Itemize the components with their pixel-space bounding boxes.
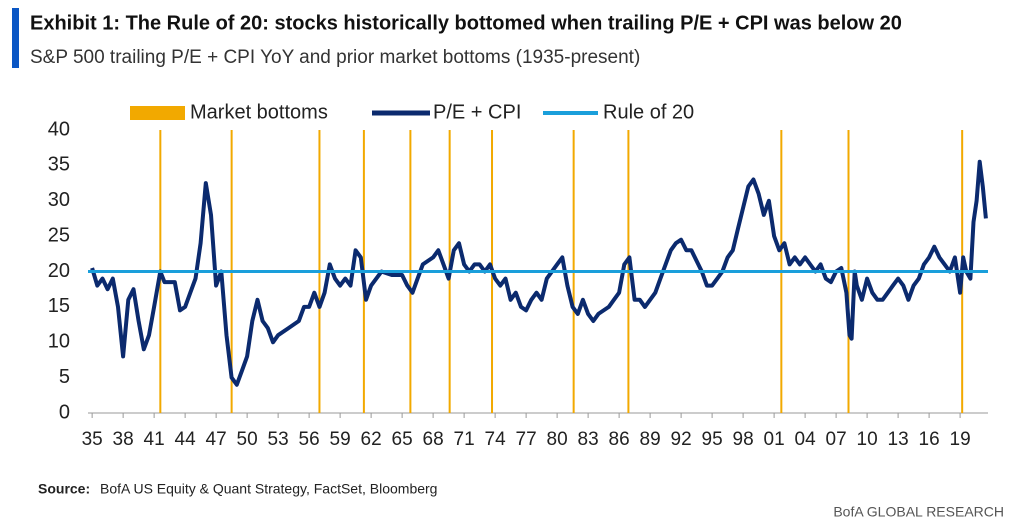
legend-label: Market bottoms (190, 101, 328, 123)
x-tick-label: 74 (485, 429, 507, 450)
x-tick-label: 50 (237, 429, 258, 450)
legend-swatch (130, 106, 185, 120)
chart-title: Exhibit 1: The Rule of 20: stocks histor… (30, 12, 902, 34)
legend-label: Rule of 20 (603, 101, 694, 123)
x-tick-label: 92 (671, 429, 692, 450)
y-tick-label: 5 (59, 366, 70, 388)
x-tick-label: 35 (82, 429, 103, 450)
x-tick-label: 53 (268, 429, 289, 450)
y-tick-label: 40 (48, 118, 70, 140)
x-tick-label: 47 (206, 429, 227, 450)
credit: BofA GLOBAL RESEARCH (833, 504, 1004, 520)
y-tick-label: 20 (48, 260, 70, 282)
x-tick-label: 98 (733, 429, 754, 450)
x-tick-label: 89 (640, 429, 661, 450)
legend-label: P/E + CPI (433, 101, 521, 123)
pe-cpi-line (90, 159, 988, 387)
x-tick-label: 59 (330, 429, 351, 450)
title-accent (12, 8, 19, 68)
x-tick-label: 77 (516, 429, 537, 450)
x-tick-label: 65 (392, 429, 413, 450)
chart-subtitle: S&P 500 trailing P/E + CPI YoY and prior… (30, 47, 640, 68)
x-tick-label: 13 (888, 429, 909, 450)
source: BofA US Equity & Quant Strategy, FactSet… (100, 481, 437, 497)
y-tick-label: 0 (59, 401, 70, 423)
x-tick-label: 16 (919, 429, 940, 450)
x-tick-label: 04 (795, 429, 817, 450)
y-tick-label: 30 (48, 189, 70, 211)
x-tick-label: 68 (423, 429, 444, 450)
x-tick-label: 56 (299, 429, 320, 450)
x-tick-label: 71 (454, 429, 475, 450)
y-tick-label: 10 (48, 331, 70, 353)
x-tick-label: 80 (547, 429, 568, 450)
x-tick-label: 07 (826, 429, 847, 450)
x-tick-label: 62 (361, 429, 382, 450)
y-tick-label: 35 (48, 154, 70, 176)
x-tick-label: 83 (578, 429, 599, 450)
x-tick-label: 01 (764, 429, 785, 450)
x-tick-label: 44 (175, 429, 197, 450)
x-tick-label: 86 (609, 429, 630, 450)
x-tick-label: 41 (144, 429, 165, 450)
y-tick-label: 15 (48, 295, 70, 317)
x-tick-label: 19 (950, 429, 971, 450)
x-tick-label: 95 (702, 429, 723, 450)
source-label: Source: (38, 481, 90, 497)
y-tick-label: 25 (48, 224, 70, 246)
x-tick-label: 10 (857, 429, 878, 450)
x-tick-label: 38 (113, 429, 134, 450)
